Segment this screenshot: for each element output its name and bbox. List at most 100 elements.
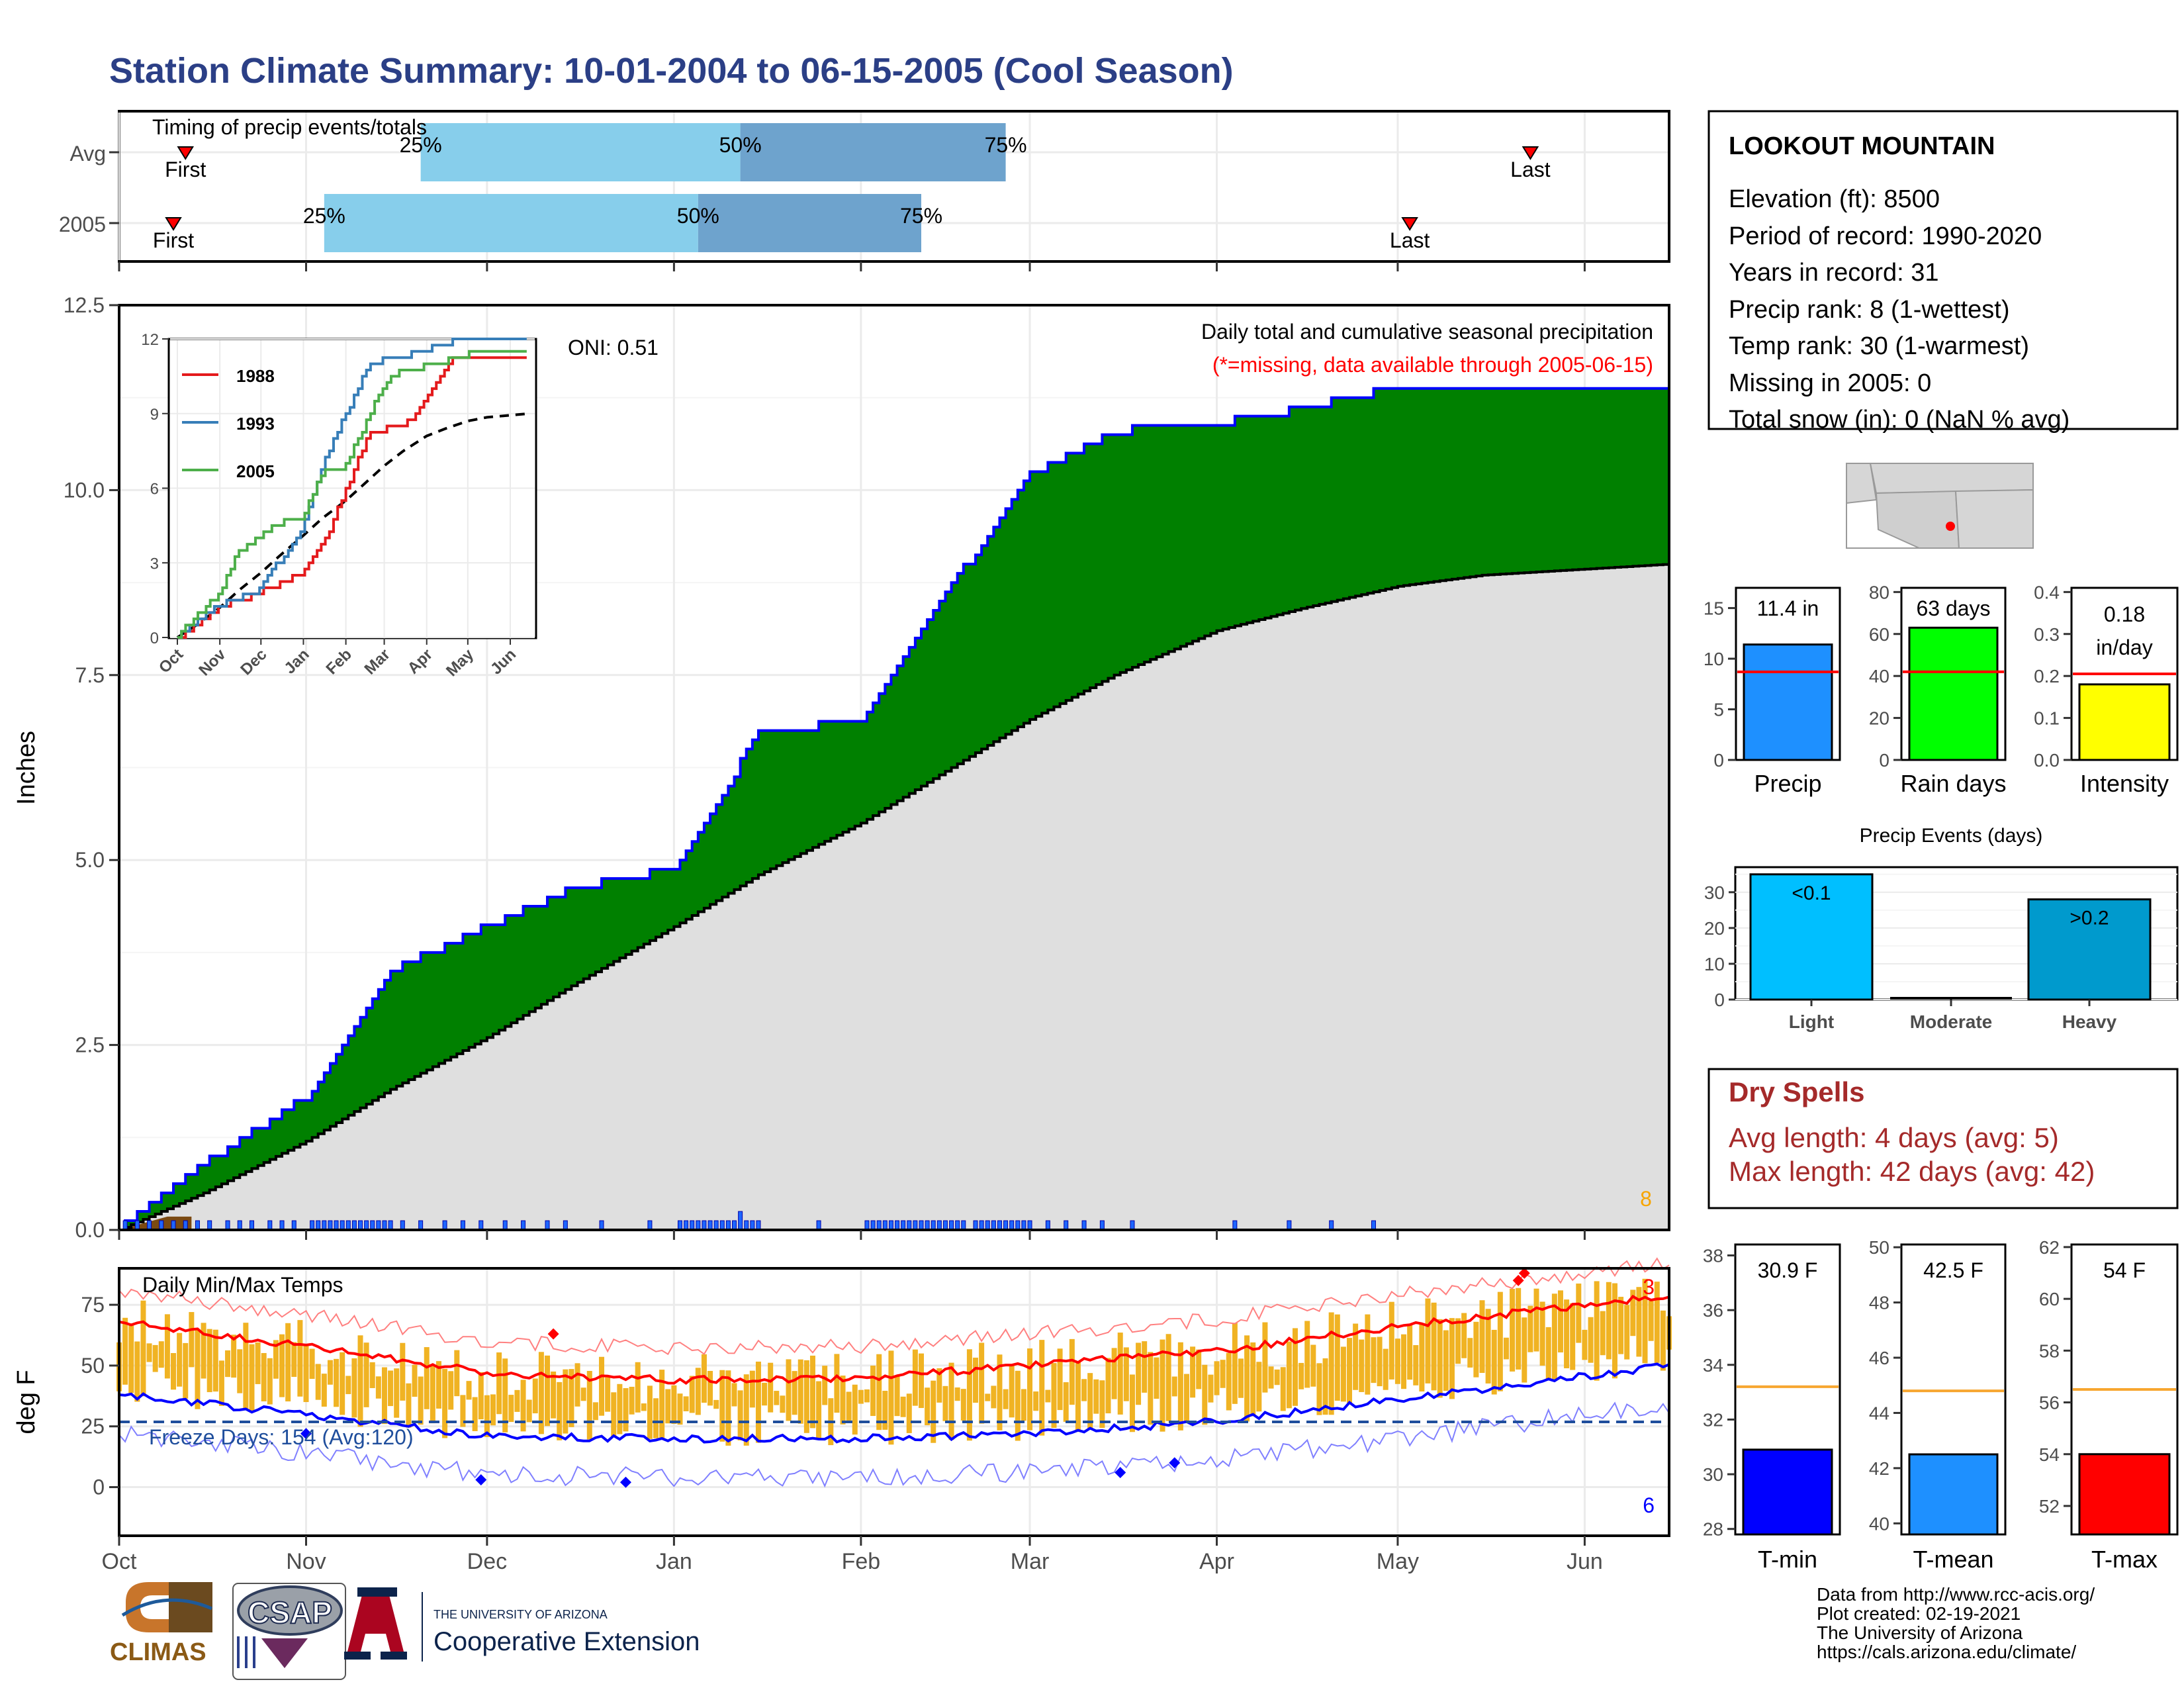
events-xtick-label: Light — [1789, 1011, 1834, 1032]
main-ytick-label: 0.0 — [75, 1218, 105, 1242]
temp-range-bar — [882, 1391, 888, 1430]
station-line-1: Elevation (ft): 8500 — [1729, 185, 1940, 213]
temp-range-bar — [1588, 1317, 1594, 1363]
daily-precip-bar — [901, 1220, 906, 1231]
temp-range-bar — [158, 1341, 164, 1368]
temp-summary-ytick-label: 50 — [1869, 1237, 1889, 1258]
temp-range-bar — [1377, 1336, 1383, 1387]
page-title: Station Climate Summary: 10-01-2004 to 0… — [109, 51, 1234, 91]
temp-chart: 0 25 50 75 Oct Nov Dec Jan Feb Mar Apr May Jun deg F… — [13, 1257, 1672, 1574]
temp-range-bar — [321, 1374, 327, 1407]
temp-summary-ytick-label: 28 — [1703, 1519, 1723, 1540]
temp-range-bar — [340, 1352, 345, 1415]
temp-range-bar — [803, 1360, 809, 1433]
summary-value-label: in/day — [2096, 635, 2152, 659]
temp-range-bar — [1340, 1346, 1346, 1402]
main-ytick-label: 7.5 — [75, 663, 105, 687]
temp-range-bar — [267, 1358, 273, 1405]
temp-range-bar — [1310, 1344, 1316, 1387]
temp-range-bar — [1142, 1341, 1148, 1393]
daily-precip-bar — [732, 1220, 737, 1231]
daily-precip-bar — [267, 1220, 273, 1231]
first-marker — [177, 146, 195, 160]
record-max-line — [118, 1257, 1670, 1356]
temp-range-bar — [635, 1362, 641, 1413]
temp-range-bar — [1033, 1391, 1039, 1411]
timing-label-50: 50% — [719, 133, 762, 157]
temp-summary-ytick-label: 54 — [2039, 1444, 2060, 1465]
temp-range-bar — [1183, 1374, 1189, 1421]
daily-precip-bar — [460, 1220, 465, 1231]
temp-range-bar — [1371, 1337, 1377, 1383]
temp-range-bar — [273, 1340, 279, 1379]
temp-range-bar — [629, 1386, 635, 1415]
footer-line-2: Plot created: 02-19-2021 — [1817, 1603, 2021, 1624]
temp-summary-ytick-label: 42 — [1869, 1458, 1889, 1479]
daily-precip-bar — [334, 1220, 339, 1231]
daily-precip-bar — [316, 1220, 321, 1231]
temp-range-bar — [671, 1385, 677, 1424]
temp-range-bar — [551, 1371, 557, 1419]
temp-range-bar — [334, 1358, 340, 1407]
timing-label-25: 25% — [303, 204, 345, 228]
temp-range-bar — [424, 1347, 430, 1409]
daily-precip-bar — [442, 1220, 447, 1231]
temp-range-bar — [1298, 1362, 1304, 1389]
record-low-point — [1169, 1457, 1181, 1469]
temp-range-bar — [979, 1342, 985, 1424]
temp-range-bar — [502, 1358, 508, 1432]
daily-precip-bar — [1099, 1220, 1105, 1231]
climas-logo: CLIMAS — [110, 1582, 212, 1666]
temp-range-bar — [1099, 1380, 1105, 1429]
temp-range-bar — [689, 1376, 695, 1413]
temp-summary-value-label: 30.9 F — [1758, 1258, 1818, 1282]
temp-range-bar — [725, 1370, 731, 1446]
temp-range-bar — [1612, 1283, 1617, 1379]
station-info-box: LOOKOUT MOUNTAIN Elevation (ft): 8500 Pe… — [1707, 110, 2179, 434]
main-ytick-label: 10.0 — [64, 478, 105, 502]
temp-range-bar — [1449, 1318, 1455, 1399]
temp-range-bar — [605, 1377, 611, 1412]
temp-range-bar — [1551, 1293, 1557, 1381]
summary-ytick-label: 0.2 — [2034, 666, 2060, 686]
daily-precip-bar — [1287, 1220, 1292, 1231]
temp-range-bar — [1165, 1334, 1171, 1421]
inset-legend-1993: 1993 — [236, 414, 275, 434]
station-line-6: Missing in 2005: 0 — [1729, 369, 1931, 397]
temp-range-bar — [1232, 1323, 1238, 1404]
daily-precip-bar — [744, 1220, 749, 1231]
temp-range-bar — [985, 1393, 991, 1401]
ua-big-text: Cooperative Extension — [433, 1627, 700, 1656]
daily-precip-bar — [1232, 1220, 1238, 1231]
daily-precip-bar — [279, 1220, 285, 1231]
daily-precip-bar — [134, 1220, 140, 1231]
daily-precip-bar — [400, 1220, 405, 1231]
location-map — [1846, 463, 2034, 549]
temp-range-bar — [1527, 1305, 1533, 1352]
temp-range-bar — [1455, 1318, 1461, 1364]
daily-precip-bar — [925, 1220, 930, 1231]
temp-range-bar — [1202, 1364, 1208, 1425]
dry-spells-title: Dry Spells — [1729, 1076, 1864, 1107]
temp-ytick-label: 75 — [81, 1293, 105, 1317]
temp-summary-bar — [1742, 1448, 1833, 1536]
temp-xtick-label: Jan — [656, 1549, 692, 1574]
temp-range-bar — [351, 1358, 357, 1418]
temp-range-bar — [647, 1385, 653, 1439]
temp-range-bar — [1383, 1348, 1388, 1390]
temp-range-bar — [1419, 1324, 1425, 1392]
temp-range-bar — [1503, 1337, 1509, 1360]
main-ylabel: Inches — [13, 731, 40, 805]
csap-logo: CSAP — [232, 1583, 346, 1680]
ua-small-text: THE UNIVERSITY OF ARIZONA — [433, 1608, 608, 1621]
timing-label-25: 25% — [400, 133, 442, 157]
daily-precip-bar — [388, 1220, 393, 1231]
temp-range-bar — [1467, 1338, 1473, 1368]
temp-range-bar — [201, 1323, 206, 1379]
temp-range-bar — [1250, 1342, 1256, 1417]
temp-range-bar — [822, 1366, 828, 1405]
temp-range-bar — [291, 1342, 297, 1378]
temp-summary-bar — [2078, 1453, 2171, 1536]
daily-precip-bar — [599, 1220, 604, 1231]
temp-range-bar — [966, 1349, 972, 1441]
